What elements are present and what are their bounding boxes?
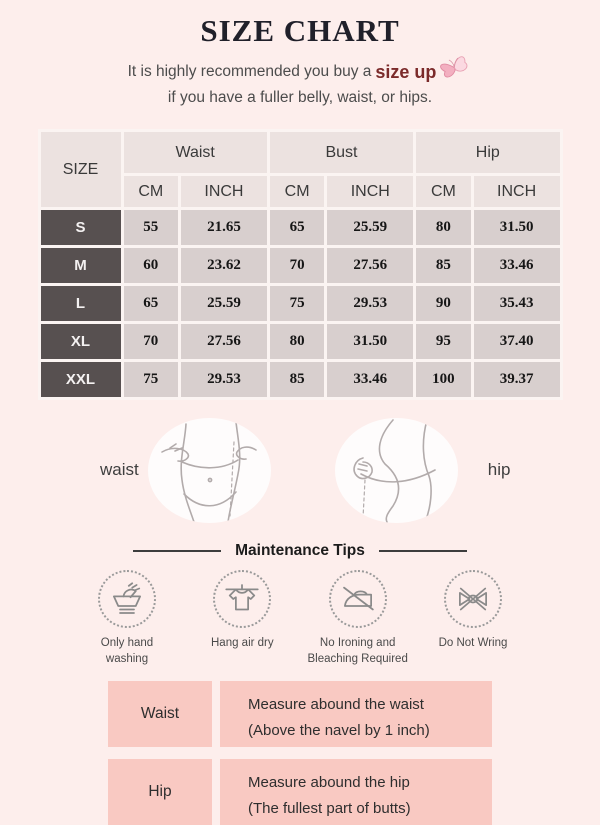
tip-label: Only hand washing xyxy=(100,637,154,665)
tip-label: No Ironing and Bleaching Required xyxy=(307,637,408,665)
measure-illustrations: waist hip xyxy=(0,416,600,524)
unit-header: INCH xyxy=(327,176,414,207)
waist-measure-illustration xyxy=(147,417,271,523)
group-header-waist: Waist xyxy=(123,132,267,173)
value-cell: 21.65 xyxy=(181,210,267,245)
unit-header: CM xyxy=(123,176,179,207)
subtitle-line1: It is highly recommended you buy a size … xyxy=(0,56,600,83)
guide-text: Measure abound the waist (Above the nave… xyxy=(220,681,492,748)
guide-text: Measure abound the hip (The fullest part… xyxy=(220,759,492,825)
table-row: L 65 25.59 75 29.53 90 35.43 xyxy=(40,286,560,321)
tip-label: Do Not Wring xyxy=(438,637,508,649)
value-cell: 80 xyxy=(269,324,325,359)
unit-header: INCH xyxy=(473,176,560,207)
heading-rule-right xyxy=(378,550,467,552)
value-cell: 37.40 xyxy=(473,324,560,359)
page-title: SIZE CHART xyxy=(200,13,400,48)
value-cell: 80 xyxy=(416,210,471,245)
size-column-header: SIZE xyxy=(40,132,121,207)
group-header-bust: Bust xyxy=(269,132,414,173)
size-cell: XXL xyxy=(40,362,121,397)
value-cell: 70 xyxy=(123,324,179,359)
table-row: M 60 23.62 70 27.56 85 33.46 xyxy=(40,248,560,283)
value-cell: 65 xyxy=(123,286,179,321)
value-cell: 25.59 xyxy=(181,286,267,321)
value-cell: 95 xyxy=(416,324,471,359)
maintenance-heading: Maintenance Tips xyxy=(0,542,600,560)
table-header-row: SIZE Waist Bust Hip xyxy=(40,132,560,207)
table-row: XL 70 27.56 80 31.50 95 37.40 xyxy=(40,324,560,359)
subtitle-text: It is highly recommended you buy a xyxy=(127,63,372,80)
tip-hang-dry: Hang air dry xyxy=(189,570,295,667)
hand-wash-icon xyxy=(98,570,156,628)
waist-illustration-label: waist xyxy=(100,460,139,479)
value-cell: 85 xyxy=(269,362,325,397)
tip-hand-wash: Only hand washing xyxy=(74,570,180,667)
value-cell: 27.56 xyxy=(181,324,267,359)
value-cell: 65 xyxy=(269,210,325,245)
value-cell: 75 xyxy=(123,362,179,397)
value-cell: 29.53 xyxy=(327,286,414,321)
tip-label: Hang air dry xyxy=(211,637,274,649)
hang-dry-icon xyxy=(213,570,272,628)
guide-label: Hip xyxy=(108,759,212,825)
value-cell: 35.43 xyxy=(473,286,560,321)
table-subheader-row: CM INCH CM INCH CM INCH xyxy=(41,176,560,207)
value-cell: 31.50 xyxy=(473,210,560,245)
size-cell: S xyxy=(40,210,121,245)
value-cell: 33.46 xyxy=(327,362,414,397)
value-cell: 90 xyxy=(416,286,471,321)
value-cell: 39.37 xyxy=(473,362,560,397)
heading-rule-left xyxy=(133,550,222,552)
unit-header: CM xyxy=(269,176,325,207)
butterfly-icon xyxy=(440,56,468,78)
do-not-wring-icon xyxy=(443,570,502,628)
group-header-hip: Hip xyxy=(416,132,560,173)
value-cell: 27.56 xyxy=(327,248,414,283)
guide-label: Waist xyxy=(108,681,212,748)
value-cell: 25.59 xyxy=(327,210,414,245)
guide-row-waist: Waist Measure abound the waist (Above th… xyxy=(108,681,492,748)
measure-guide: Waist Measure abound the waist (Above th… xyxy=(108,681,492,825)
table-row: XXL 75 29.53 85 33.46 100 39.37 xyxy=(40,362,560,397)
value-cell: 60 xyxy=(123,248,179,283)
subtitle-line2: if you have a fuller belly, waist, or hi… xyxy=(167,89,433,106)
value-cell: 100 xyxy=(416,362,471,397)
value-cell: 75 xyxy=(269,286,325,321)
size-up-emphasis: size up xyxy=(375,61,437,82)
value-cell: 85 xyxy=(416,248,471,283)
size-chart-table: SIZE Waist Bust Hip CM INCH CM INCH CM I… xyxy=(37,129,563,400)
header: SIZE CHART It is highly recommended you … xyxy=(0,0,600,107)
maintenance-heading-text: Maintenance Tips xyxy=(235,542,365,559)
value-cell: 70 xyxy=(269,248,325,283)
value-cell: 29.53 xyxy=(181,362,267,397)
hip-measure-illustration xyxy=(334,417,458,523)
tip-no-iron: No Ironing and Bleaching Required xyxy=(305,570,411,667)
guide-row-hip: Hip Measure abound the hip (The fullest … xyxy=(108,759,492,825)
tip-do-not-wring: Do Not Wring xyxy=(420,570,526,667)
unit-header: INCH xyxy=(181,176,267,207)
maintenance-tips: Only hand washing Hang air dry No Ironin… xyxy=(74,570,526,667)
size-cell: XL xyxy=(40,324,121,359)
hip-illustration-label: hip xyxy=(487,460,511,479)
table-row: S 55 21.65 65 25.59 80 31.50 xyxy=(40,210,560,245)
value-cell: 23.62 xyxy=(181,248,267,283)
value-cell: 55 xyxy=(123,210,179,245)
value-cell: 31.50 xyxy=(327,324,414,359)
no-iron-icon xyxy=(328,570,387,628)
size-cell: L xyxy=(40,286,121,321)
size-cell: M xyxy=(40,248,121,283)
value-cell: 33.46 xyxy=(473,248,560,283)
unit-header: CM xyxy=(416,176,471,207)
